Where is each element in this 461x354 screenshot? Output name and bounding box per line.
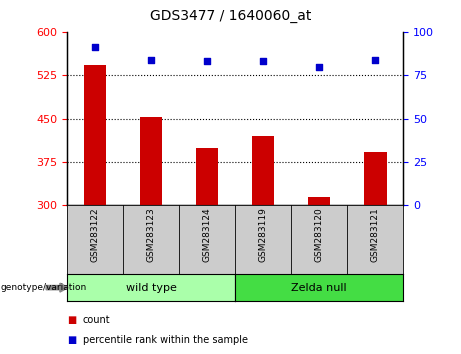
Bar [252,136,274,205]
Text: ■: ■ [67,335,76,345]
Text: percentile rank within the sample: percentile rank within the sample [83,335,248,345]
Point [203,58,211,64]
Text: genotype/variation: genotype/variation [1,283,87,292]
Text: wild type: wild type [125,282,177,293]
Bar [196,148,218,205]
Point [315,64,323,69]
Bar [140,118,162,205]
Text: GSM283123: GSM283123 [147,207,155,262]
Text: GSM283124: GSM283124 [202,207,212,262]
Text: GDS3477 / 1640060_at: GDS3477 / 1640060_at [150,9,311,23]
Bar [83,65,106,205]
Text: GSM283120: GSM283120 [315,207,324,262]
Bar [364,152,386,205]
Point [372,57,379,62]
Point [260,58,267,64]
Point [147,57,154,62]
Text: Zelda null: Zelda null [291,282,347,293]
Point [91,45,99,50]
Text: ■: ■ [67,315,76,325]
Text: count: count [83,315,111,325]
Text: GSM283119: GSM283119 [259,207,268,262]
Bar [308,197,331,205]
Text: GSM283122: GSM283122 [90,207,100,262]
Text: GSM283121: GSM283121 [371,207,380,262]
